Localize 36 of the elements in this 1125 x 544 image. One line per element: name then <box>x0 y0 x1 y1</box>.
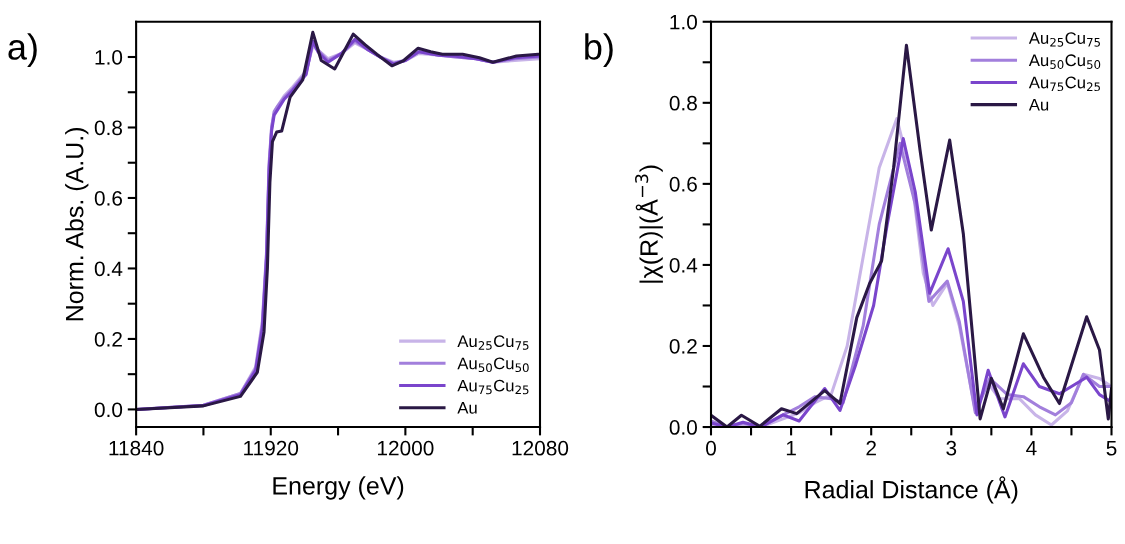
y-tick-label: 0.0 <box>669 420 697 435</box>
legend-label: Au$_{75}$Cu$_{25}$ <box>457 379 529 395</box>
x-tick-label: 2 <box>866 440 876 456</box>
x-tick-label: 0 <box>706 440 716 456</box>
y-tick-label: 0.4 <box>94 261 123 277</box>
legend-label: Au$_{50}$Cu$_{50}$ <box>1028 54 1101 69</box>
text: a) <box>8 33 37 67</box>
x-tick-label: 3 <box>946 440 957 456</box>
y-tick-label: 0.8 <box>669 95 697 111</box>
y-tick-label: 1.0 <box>670 14 697 30</box>
x-tick-label: 4 <box>1026 441 1037 456</box>
legend-label: Au$_{50}$Cu$_{50}$ <box>457 357 529 373</box>
x-axis-title: Radial Distance (Å) <box>805 476 1018 504</box>
y-axis-title: |χ(R)|(Å$^{−3}$) <box>635 165 663 283</box>
legend-label: Au$_{75}$Cu$_{25}$ <box>1028 76 1100 92</box>
x-tick-label: 5 <box>1106 441 1117 456</box>
x-axis-title: Energy (eV) <box>273 476 404 500</box>
legend-label: Au <box>1028 98 1049 111</box>
y-tick-label: 0.4 <box>669 257 698 273</box>
y-tick-label: 0.8 <box>94 120 123 136</box>
y-tick-label: 0.2 <box>94 331 122 347</box>
legend-label: Au <box>457 402 477 414</box>
x-tick-label: 12000 <box>378 440 434 456</box>
text: b) <box>585 33 613 67</box>
y-tick-label: 0.0 <box>94 402 123 418</box>
x-tick-label: 11840 <box>109 440 164 456</box>
y-tick-label: 0.2 <box>669 338 697 354</box>
y-tick-label: 1.0 <box>95 50 123 65</box>
legend-label: Au$_{25}$Cu$_{75}$ <box>1028 32 1100 47</box>
x-tick-label: 1 <box>786 441 796 456</box>
y-tick-label: 0.6 <box>94 190 123 206</box>
y-axis-title: Norm. Abs. (A.U.) <box>65 128 89 321</box>
x-tick-label: 12080 <box>512 440 569 456</box>
x-tick-label: 11920 <box>244 440 299 456</box>
legend-label: Au$_{25}$Cu$_{75}$ <box>457 335 529 350</box>
y-tick-label: 0.6 <box>669 176 697 192</box>
